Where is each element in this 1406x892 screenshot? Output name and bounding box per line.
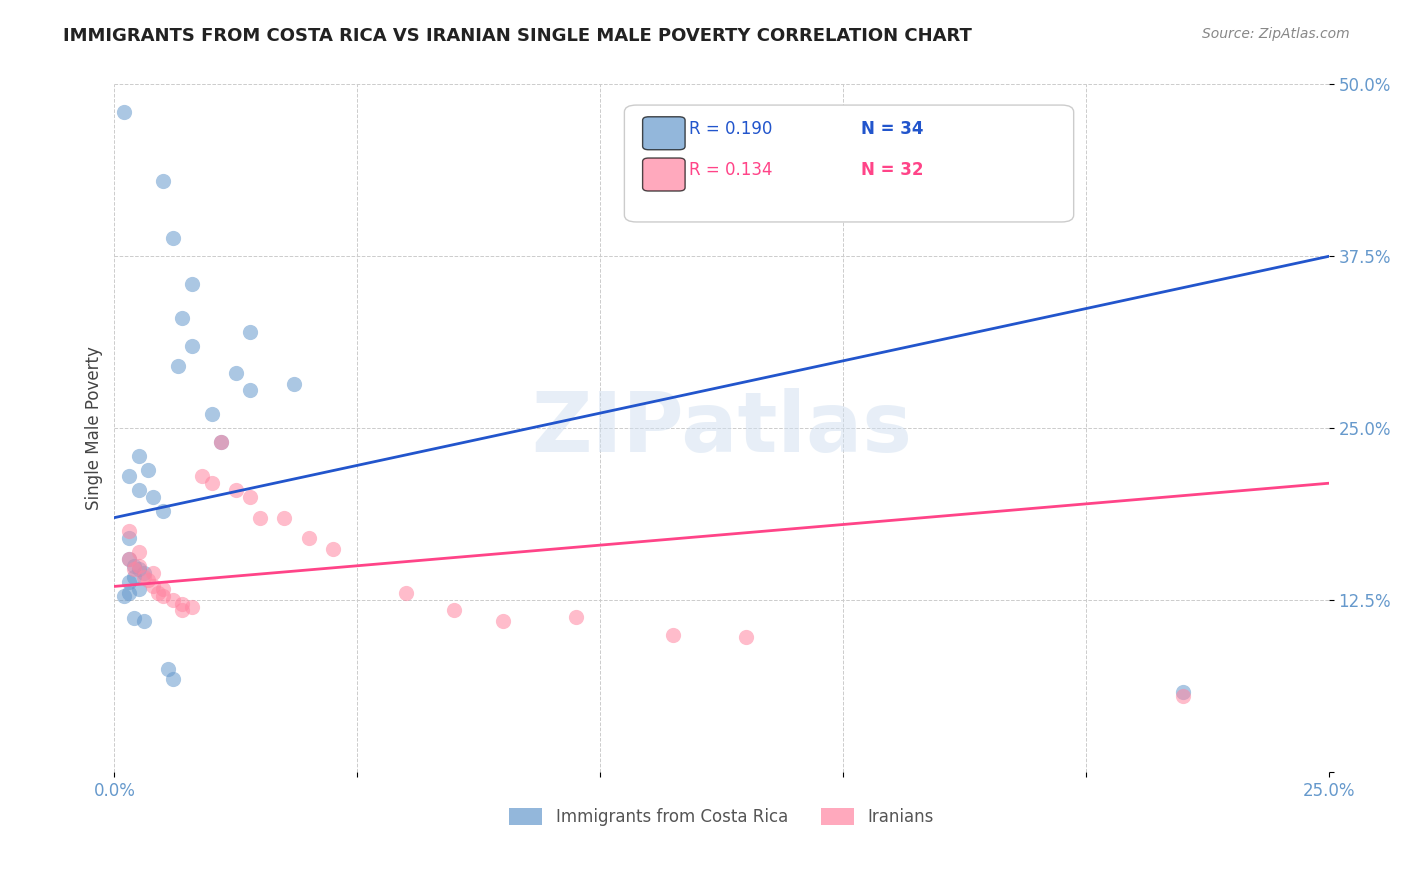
Point [565,609,588,624]
Point [112,104,135,119]
Point [128,483,150,497]
Point [209,435,232,450]
Text: ZIPatlas: ZIPatlas [531,388,912,468]
FancyBboxPatch shape [643,117,685,150]
Legend: Immigrants from Costa Rica, Iranians: Immigrants from Costa Rica, Iranians [502,801,941,832]
Point [118,575,141,590]
Point [156,662,179,676]
Point [492,614,515,628]
Text: IMMIGRANTS FROM COSTA RICA VS IRANIAN SINGLE MALE POVERTY CORRELATION CHART: IMMIGRANTS FROM COSTA RICA VS IRANIAN SI… [63,27,972,45]
Point [172,603,194,617]
Point [152,582,174,596]
Point [181,277,204,291]
Point [395,586,418,600]
Point [322,542,344,557]
Point [122,561,145,575]
Text: R = 0.190: R = 0.190 [689,120,772,138]
Point [443,603,465,617]
Point [1171,685,1194,699]
Point [118,552,141,566]
Point [142,579,165,593]
Point [273,510,295,524]
Point [209,435,232,450]
Point [118,469,141,483]
Point [162,593,184,607]
Point [172,597,194,611]
Point [1171,690,1194,704]
Point [142,566,165,580]
Y-axis label: Single Male Poverty: Single Male Poverty [86,346,103,510]
Point [162,231,184,245]
Point [191,469,214,483]
Point [142,490,165,504]
Point [662,627,685,641]
Point [283,377,305,392]
Point [132,566,155,580]
Point [162,672,184,686]
Point [128,558,150,573]
Point [128,449,150,463]
Point [239,383,262,397]
Point [298,531,321,545]
Point [225,366,247,380]
Point [200,408,222,422]
Point [122,558,145,573]
FancyBboxPatch shape [624,105,1074,222]
Point [146,586,169,600]
Point [166,359,188,374]
Point [122,611,145,625]
Point [152,589,174,603]
Point [138,462,160,476]
Point [172,311,194,326]
Point [152,504,174,518]
Point [118,586,141,600]
Point [112,589,135,603]
Point [128,561,150,575]
Point [132,614,155,628]
Point [118,524,141,539]
Text: N = 34: N = 34 [860,120,924,138]
Point [118,552,141,566]
FancyBboxPatch shape [643,158,685,191]
Point [122,570,145,584]
Point [128,545,150,559]
Point [249,510,271,524]
Point [225,483,247,497]
Point [181,339,204,353]
Point [152,174,174,188]
Point [239,325,262,339]
Text: Source: ZipAtlas.com: Source: ZipAtlas.com [1202,27,1350,41]
Point [138,573,160,587]
Text: N = 32: N = 32 [860,161,924,179]
Text: R = 0.134: R = 0.134 [689,161,772,179]
Point [734,630,756,644]
Point [200,476,222,491]
Point [239,490,262,504]
Point [181,600,204,615]
Point [128,582,150,596]
Point [118,531,141,545]
Point [132,570,155,584]
